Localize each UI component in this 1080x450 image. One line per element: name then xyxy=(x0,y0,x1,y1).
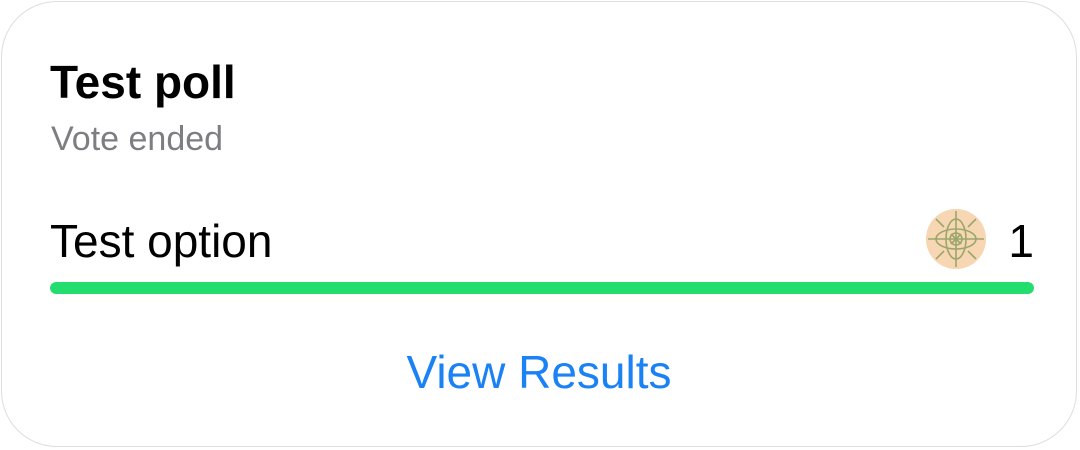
voter-avatar-icon xyxy=(926,209,986,269)
vote-progress-fill xyxy=(50,282,1034,294)
view-results-button[interactable]: View Results xyxy=(406,346,672,398)
poll-option[interactable]: Test option 1 xyxy=(50,207,1034,275)
poll-status: Vote ended xyxy=(51,120,224,158)
vote-progress-bar xyxy=(50,282,1034,294)
poll-title: Test poll xyxy=(50,56,236,108)
vote-count: 1 xyxy=(1008,215,1034,267)
poll-option-label: Test option xyxy=(50,215,273,267)
